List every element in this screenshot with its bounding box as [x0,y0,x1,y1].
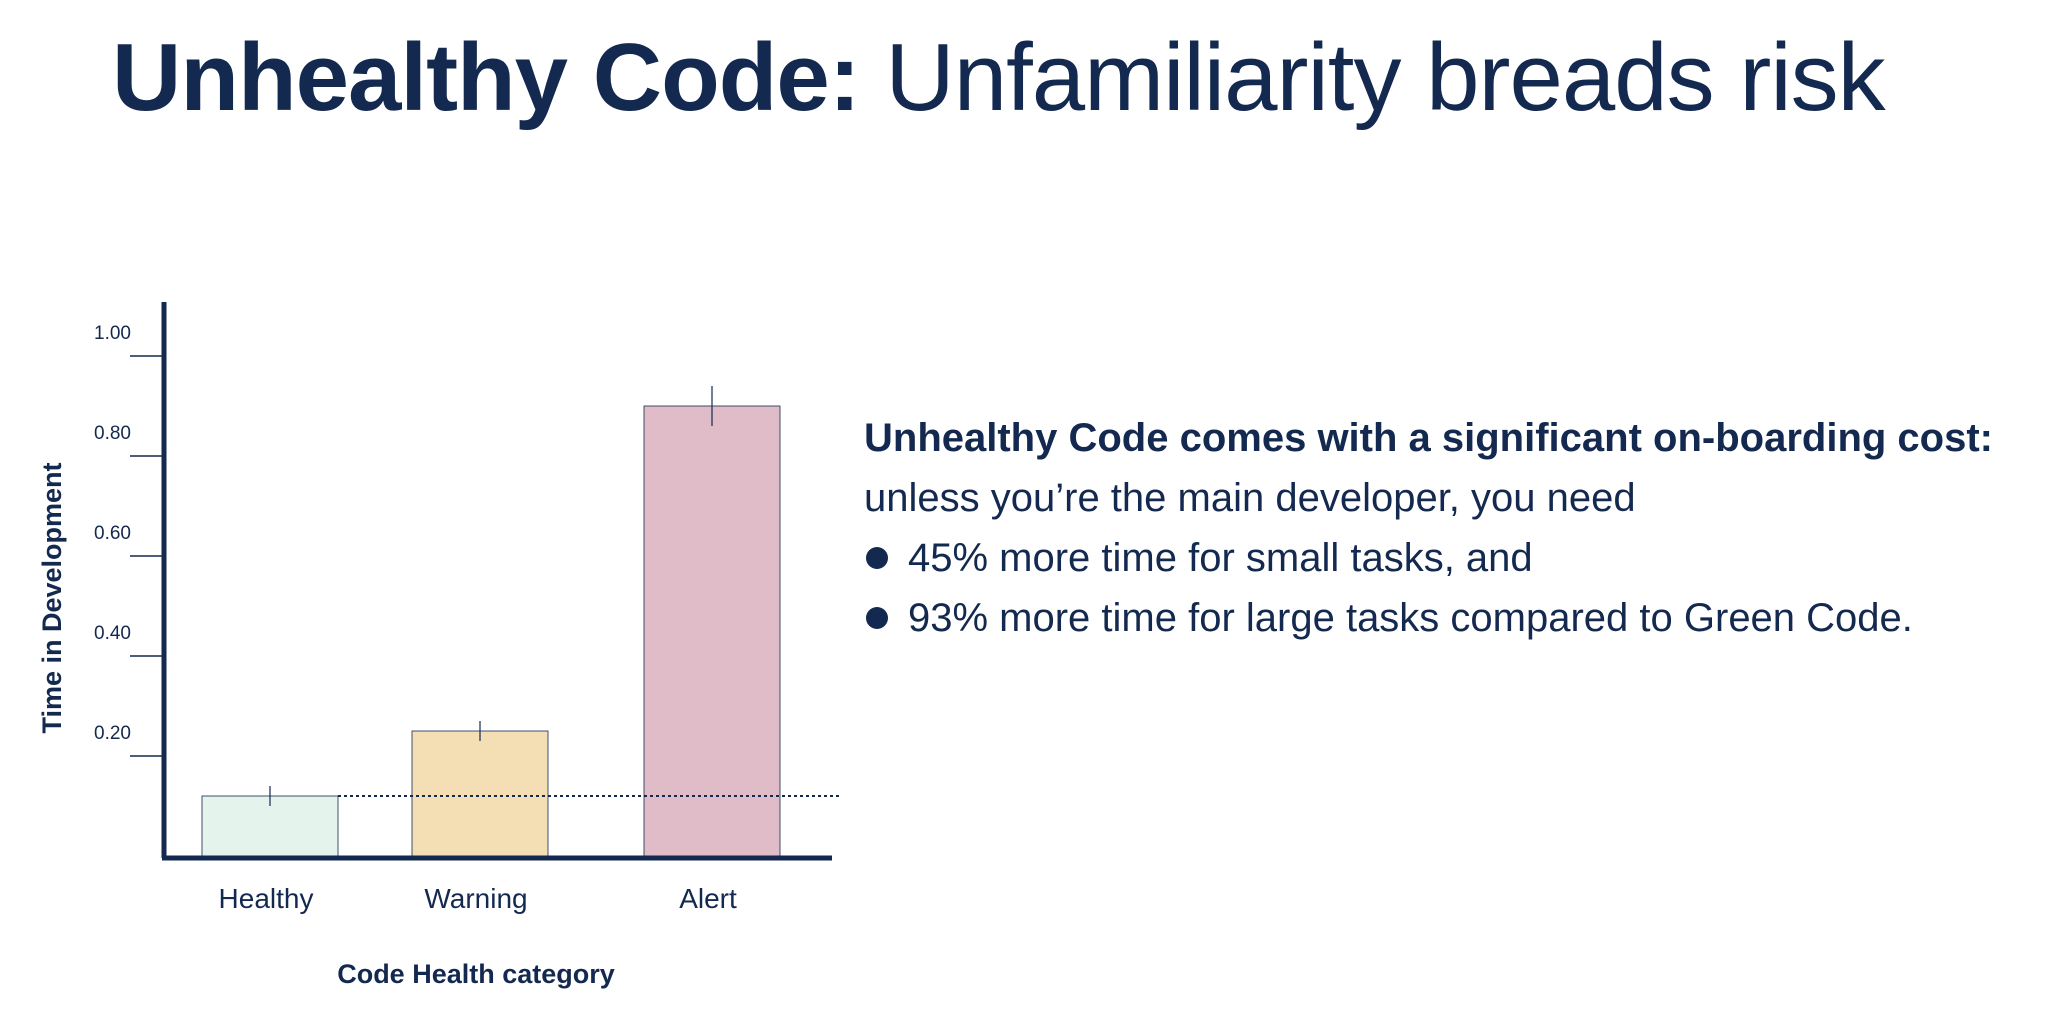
bar-warning [411,730,549,857]
page-title-bold: Unhealthy Code: [112,24,861,131]
page-title: Unhealthy Code: Unfamiliarity breads ris… [112,18,1886,138]
error-bars-group [269,386,713,806]
findings-intro: unless you’re the main developer, you ne… [864,476,1636,520]
y-ticks-group: 1.00 0.80 0.60 0.40 0.20 [94,323,164,757]
y-tick-label: 0.20 [94,723,131,744]
x-tick-label-warning: Warning [424,883,527,914]
x-tick-label-alert: Alert [679,883,737,914]
x-ticks-group: Healthy Warning Alert [219,883,737,914]
findings-bullet-text: 45% more time for small tasks, and [908,536,1533,580]
y-tick-label: 0.60 [94,523,131,544]
page-title-light: Unfamiliarity breads risk [885,24,1885,131]
y-tick-label: 1.00 [94,323,131,344]
bar-alert [643,405,781,857]
y-tick-label: 0.80 [94,423,131,444]
bullet-dot-icon [866,547,888,569]
bars-group [201,405,781,857]
findings-bullet-1: 45% more time for small tasks, and [864,528,2034,588]
findings-bullet-2: 93% more time for large tasks compared t… [864,588,2034,648]
y-axis-title: Time in Development [37,462,67,733]
findings-bullet-text: 93% more time for large tasks compared t… [908,596,1913,640]
x-axis-title: Code Health category [337,959,615,989]
x-tick-label-healthy: Healthy [219,883,314,914]
findings-headline: Unhealthy Code comes with a significant … [864,416,1993,460]
bullet-dot-icon [866,607,888,629]
key-findings: Unhealthy Code comes with a significant … [864,408,2034,648]
bar-chart: 1.00 0.80 0.60 0.40 0.20 Healthy Warning Alert… [37,302,840,989]
y-tick-label: 0.40 [94,623,131,644]
